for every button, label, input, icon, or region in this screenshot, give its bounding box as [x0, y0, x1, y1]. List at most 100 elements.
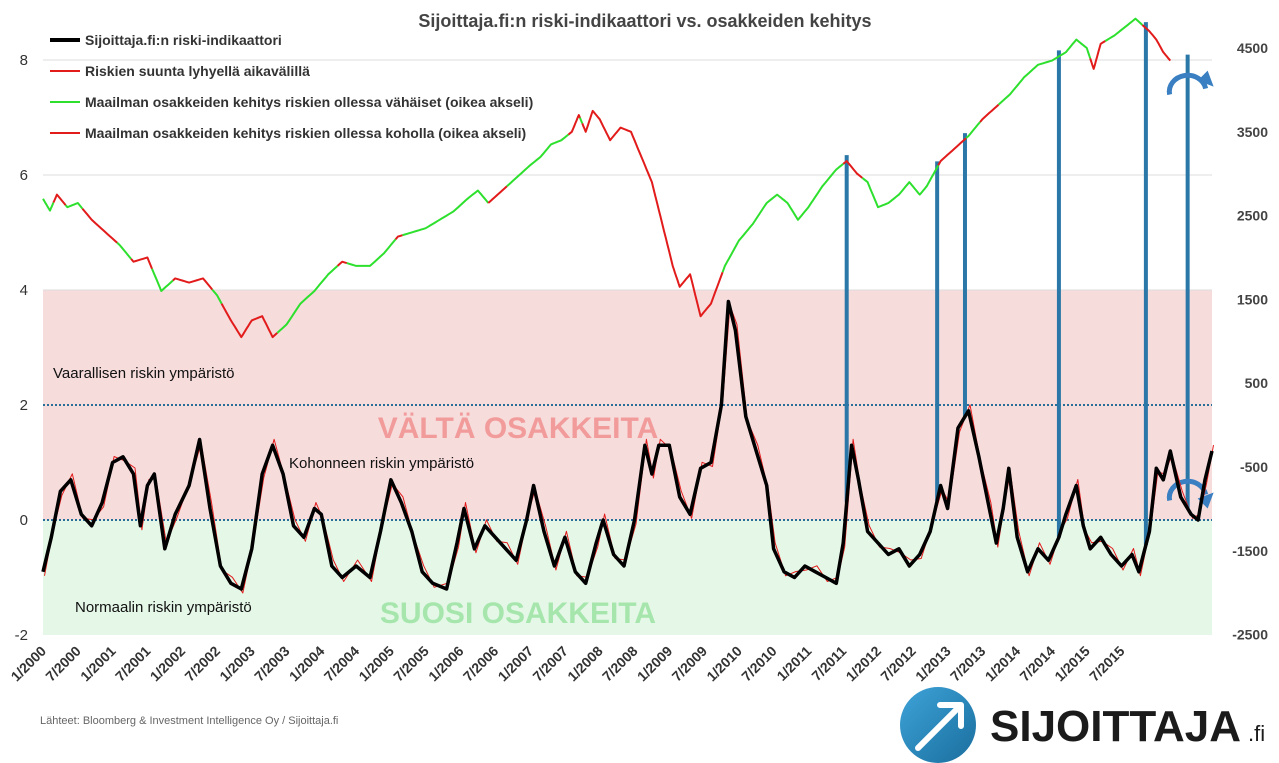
x-tick: 1/2013	[912, 643, 954, 685]
x-tick: 7/2009	[669, 643, 711, 685]
arrowhead-icon	[1197, 492, 1214, 509]
x-tick: 1/2000	[8, 643, 50, 685]
grid-layer	[43, 59, 1212, 521]
stock-line-elevated	[1141, 24, 1172, 62]
y-left-tick: 2	[20, 397, 28, 414]
stock-line-low	[116, 242, 132, 260]
source-note: Lähteet: Bloomberg & Investment Intellig…	[40, 715, 338, 727]
y-right-tick: 500	[1245, 375, 1269, 391]
x-tick: 1/2009	[634, 643, 676, 685]
stock-line-low	[997, 38, 1092, 106]
stock-line-low	[721, 163, 844, 273]
x-tick: 7/2000	[42, 643, 84, 685]
y-right-tick: 4500	[1237, 40, 1268, 56]
x-tick: 1/2014	[982, 643, 1024, 685]
stock-line-low	[64, 202, 84, 210]
y-left-tick: -2	[15, 627, 28, 644]
x-tick: 7/2014	[1016, 643, 1058, 685]
x-tick: 7/2003	[251, 643, 293, 685]
x-tick: 1/2003	[216, 643, 258, 685]
x-tick: 7/2005	[390, 643, 432, 685]
y-left-tick: 4	[20, 282, 28, 299]
x-tick: 1/2006	[425, 643, 467, 685]
x-tick: 7/2002	[181, 643, 223, 685]
brand-name: SIJOITTAJA	[990, 702, 1241, 751]
stock-line-elevated	[487, 185, 508, 204]
avoid-stocks-label: VÄLTÄ OSAKKEITA	[378, 412, 659, 445]
stock-line-elevated	[52, 193, 67, 206]
stock-line-low	[861, 164, 940, 209]
stock-line-low	[1104, 17, 1144, 42]
risk-indicator-line	[41, 299, 1214, 591]
brand-logo: SIJOITTAJA .fi	[900, 687, 1265, 763]
turn-up-arrow-icon	[1166, 72, 1209, 96]
stock-line-low	[151, 268, 174, 292]
stock-line-elevated	[937, 137, 967, 166]
stock-line-low	[965, 121, 981, 139]
logo-arrow-icon	[915, 703, 963, 751]
x-tick: 1/2005	[355, 643, 397, 685]
labels-layer: Vaarallisen riskin ympäristö Kohonneen ri…	[53, 365, 658, 630]
stock-line-elevated	[842, 160, 863, 179]
y-right-tick: -1500	[1232, 543, 1268, 559]
brand-suffix: .fi	[1248, 721, 1265, 746]
stock-line-low	[211, 288, 223, 305]
favor-stocks-label: SUOSI OSAKKEITA	[380, 597, 656, 630]
x-tick: 1/2001	[77, 643, 119, 685]
y-right-tick: 2500	[1237, 208, 1268, 224]
x-tick: 1/2015	[1051, 643, 1093, 685]
y-left-tick: 0	[20, 512, 28, 529]
x-tick: 7/2006	[460, 643, 502, 685]
legend-label: Sijoittaja.fi:n riski-indikaattori	[85, 32, 282, 48]
x-tick: 7/2007	[529, 643, 571, 685]
stock-line-elevated	[172, 277, 214, 291]
stock-line-low	[402, 189, 490, 237]
stock-line-elevated	[336, 260, 348, 267]
stock-line-elevated	[130, 256, 153, 270]
x-tick: 7/2012	[877, 643, 919, 685]
stock-line-elevated	[220, 303, 278, 339]
y-left-tick: 6	[20, 167, 28, 184]
x-tick: 1/2012	[843, 643, 885, 685]
x-tick: 1/2002	[147, 643, 189, 685]
chart-legend: Sijoittaja.fi:n riski-indikaattori Riskie…	[50, 32, 533, 141]
x-tick: 7/2008	[599, 643, 641, 685]
y-right-tick: 3500	[1237, 124, 1268, 140]
stock-line-elevated	[81, 207, 118, 244]
stock-line-elevated	[567, 114, 581, 136]
zones-layer	[43, 290, 1212, 635]
y-right-tick: -500	[1240, 459, 1268, 475]
stock-line-elevated	[581, 109, 724, 318]
x-tick: 1/2010	[703, 643, 745, 685]
y-right-tick: -2500	[1232, 627, 1268, 643]
signal-layer	[844, 22, 1214, 545]
arrowhead-icon	[1197, 70, 1214, 87]
chart-title: Sijoittaja.fi:n riski-indikaattori vs. o…	[418, 11, 871, 31]
x-tick: 7/2013	[947, 643, 989, 685]
x-tick: 7/2010	[738, 643, 780, 685]
stock-line-low	[346, 238, 397, 267]
zone-annotation-0: Vaarallisen riskin ympäristö	[53, 365, 234, 382]
x-tick: 1/2008	[564, 643, 606, 685]
zone-annotation-2: Normaalin riskin ympäristö	[75, 599, 252, 616]
x-tick: 7/2015	[1086, 643, 1128, 685]
logo-arrowhead-icon	[937, 702, 964, 729]
stock-line-elevated	[979, 103, 1000, 123]
stock-line-low	[276, 265, 339, 334]
stock-line-elevated	[394, 234, 403, 240]
stock-line-low	[42, 198, 55, 212]
y-right-tick: 1500	[1237, 291, 1268, 307]
stock-line-low	[579, 117, 584, 124]
x-tick: 7/2001	[112, 643, 154, 685]
x-tick: 1/2011	[773, 643, 814, 684]
legend-label: Maailman osakkeiden kehitys riskien olle…	[85, 125, 526, 141]
x-tick: 7/2004	[321, 643, 363, 685]
legend-label: Riskien suunta lyhyellä aikavälillä	[85, 63, 310, 79]
zone-annotation-1: Kohonneen riskin ympäristö	[289, 455, 474, 472]
series-layer	[41, 17, 1214, 594]
stock-line-elevated	[1089, 40, 1106, 70]
stock-line-low	[506, 133, 570, 188]
x-tick: 1/2007	[495, 643, 537, 685]
